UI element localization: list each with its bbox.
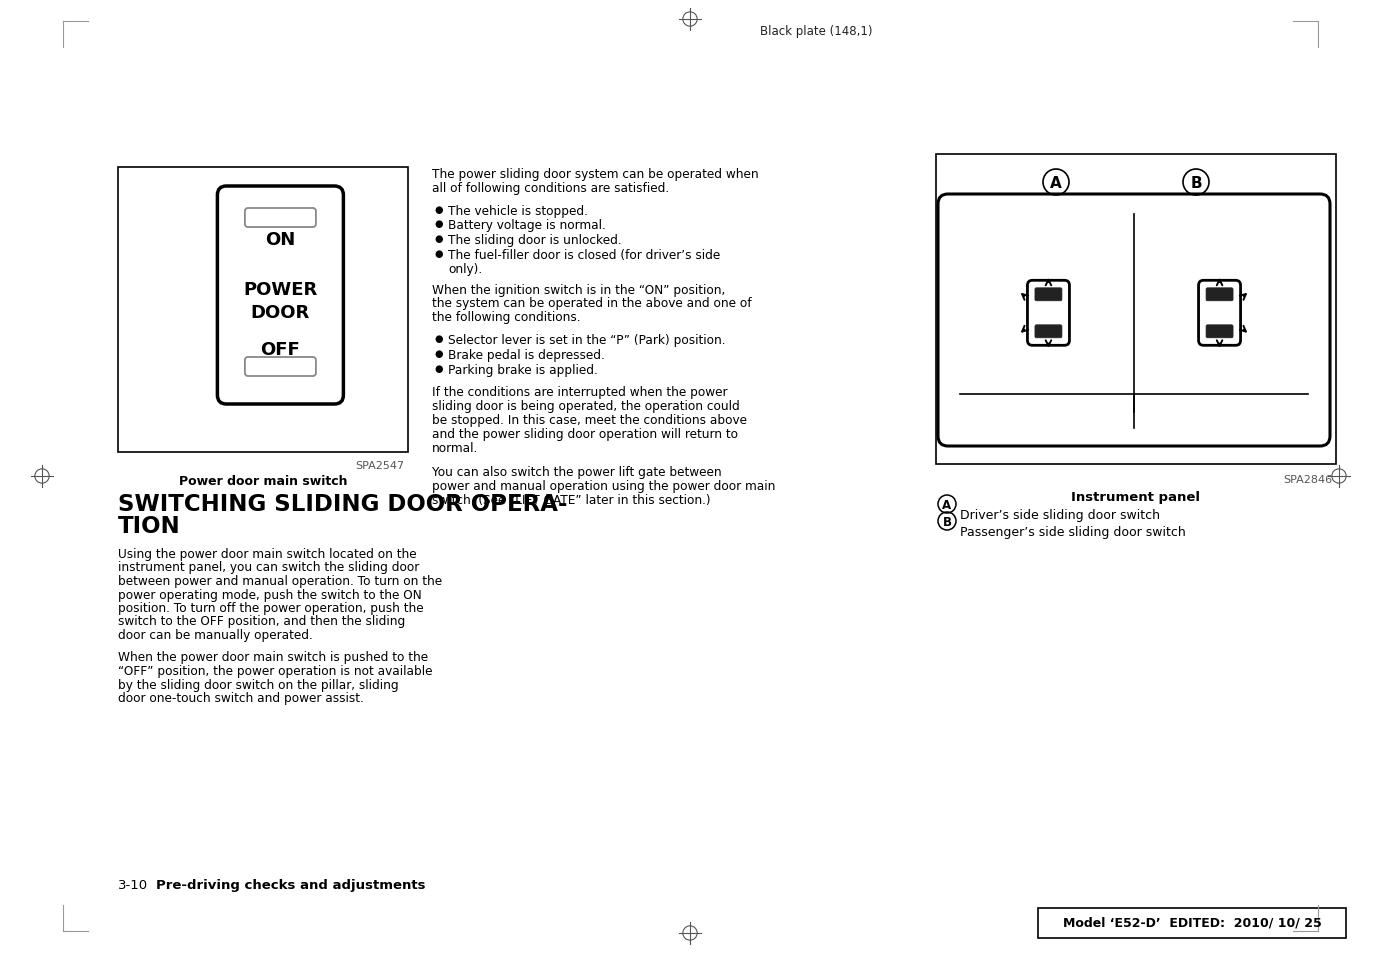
Text: OFF: OFF <box>261 340 300 358</box>
Text: SWITCHING SLIDING DOOR OPERA-: SWITCHING SLIDING DOOR OPERA- <box>117 493 568 516</box>
Text: Model ‘E52-D’  EDITED:  2010/ 10/ 25: Model ‘E52-D’ EDITED: 2010/ 10/ 25 <box>1062 916 1322 929</box>
Text: normal.: normal. <box>432 441 478 455</box>
Bar <box>936 154 1335 464</box>
FancyBboxPatch shape <box>1034 326 1062 338</box>
Text: ON: ON <box>265 231 296 249</box>
Text: ●: ● <box>434 219 442 229</box>
Text: Passenger’s side sliding door switch: Passenger’s side sliding door switch <box>960 525 1186 538</box>
Text: Driver’s side sliding door switch: Driver’s side sliding door switch <box>960 509 1160 521</box>
Text: switch. (See “LIFT GATE” later in this section.): switch. (See “LIFT GATE” later in this s… <box>432 494 711 506</box>
Text: position. To turn off the power operation, push the: position. To turn off the power operatio… <box>117 601 424 615</box>
Text: ●: ● <box>434 334 442 344</box>
Text: door can be manually operated.: door can be manually operated. <box>117 628 312 641</box>
Text: instrument panel, you can switch the sliding door: instrument panel, you can switch the sli… <box>117 561 420 574</box>
Text: The vehicle is stopped.: The vehicle is stopped. <box>447 204 588 217</box>
Text: power and manual operation using the power door main: power and manual operation using the pow… <box>432 479 775 493</box>
Text: TION: TION <box>117 515 181 537</box>
FancyBboxPatch shape <box>1206 289 1233 301</box>
Text: ●: ● <box>434 204 442 214</box>
Text: ●: ● <box>434 349 442 358</box>
Text: B: B <box>1190 175 1201 191</box>
Text: switch to the OFF position, and then the sliding: switch to the OFF position, and then the… <box>117 615 405 628</box>
Text: The sliding door is unlocked.: The sliding door is unlocked. <box>447 233 621 247</box>
Text: all of following conditions are satisfied.: all of following conditions are satisfie… <box>432 182 670 194</box>
Text: If the conditions are interrupted when the power: If the conditions are interrupted when t… <box>432 386 728 399</box>
Text: power operating mode, push the switch to the ON: power operating mode, push the switch to… <box>117 588 421 601</box>
Text: When the ignition switch is in the “ON” position,: When the ignition switch is in the “ON” … <box>432 283 725 296</box>
Text: door one-touch switch and power assist.: door one-touch switch and power assist. <box>117 691 363 704</box>
Text: and the power sliding door operation will return to: and the power sliding door operation wil… <box>432 427 737 440</box>
FancyBboxPatch shape <box>1034 289 1062 301</box>
Text: between power and manual operation. To turn on the: between power and manual operation. To t… <box>117 575 442 587</box>
Text: the system can be operated in the above and one of: the system can be operated in the above … <box>432 297 751 310</box>
Bar <box>117 168 407 453</box>
Text: by the sliding door switch on the pillar, sliding: by the sliding door switch on the pillar… <box>117 678 399 691</box>
Text: Pre-driving checks and adjustments: Pre-driving checks and adjustments <box>156 878 425 891</box>
Text: Selector lever is set in the “P” (Park) position.: Selector lever is set in the “P” (Park) … <box>447 334 725 347</box>
Text: The fuel-filler door is closed (for driver’s side: The fuel-filler door is closed (for driv… <box>447 249 721 262</box>
Text: You can also switch the power lift gate between: You can also switch the power lift gate … <box>432 466 722 479</box>
Text: The power sliding door system can be operated when: The power sliding door system can be ope… <box>432 168 758 181</box>
Text: Parking brake is applied.: Parking brake is applied. <box>447 363 598 376</box>
Text: be stopped. In this case, meet the conditions above: be stopped. In this case, meet the condi… <box>432 414 747 427</box>
Text: sliding door is being operated, the operation could: sliding door is being operated, the oper… <box>432 399 740 413</box>
Text: When the power door main switch is pushed to the: When the power door main switch is pushe… <box>117 651 428 664</box>
Bar <box>1039 908 1346 938</box>
Text: Instrument panel: Instrument panel <box>1072 491 1200 503</box>
Text: “OFF” position, the power operation is not available: “OFF” position, the power operation is n… <box>117 664 432 678</box>
Text: Battery voltage is normal.: Battery voltage is normal. <box>447 219 606 233</box>
Text: Brake pedal is depressed.: Brake pedal is depressed. <box>447 349 605 361</box>
Text: ●: ● <box>434 363 442 374</box>
Text: ●: ● <box>434 233 442 244</box>
Text: ●: ● <box>434 249 442 258</box>
Text: SPA2846: SPA2846 <box>1283 475 1333 484</box>
Text: Using the power door main switch located on the: Using the power door main switch located… <box>117 547 417 560</box>
Text: POWER: POWER <box>243 281 318 298</box>
Text: SPA2547: SPA2547 <box>355 460 405 471</box>
Text: only).: only). <box>447 262 482 275</box>
Text: A: A <box>942 498 952 512</box>
Text: 3-10: 3-10 <box>117 878 148 891</box>
FancyBboxPatch shape <box>1206 326 1233 338</box>
Text: A: A <box>1050 175 1062 191</box>
Text: Black plate (148,1): Black plate (148,1) <box>760 25 873 38</box>
Text: DOOR: DOOR <box>251 304 309 322</box>
Text: Power door main switch: Power door main switch <box>178 475 347 488</box>
Text: the following conditions.: the following conditions. <box>432 311 580 324</box>
Text: B: B <box>942 516 952 529</box>
